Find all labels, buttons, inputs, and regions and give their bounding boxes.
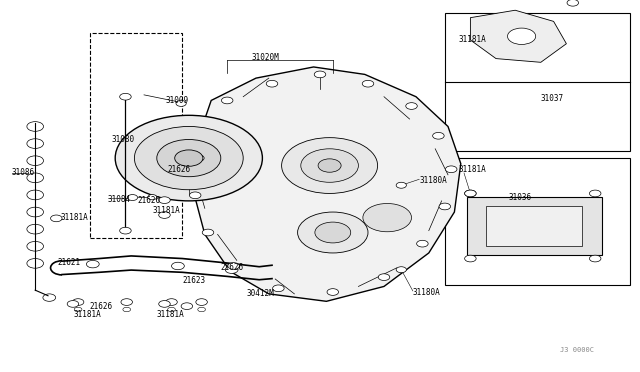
Circle shape (189, 192, 201, 199)
Circle shape (175, 150, 203, 166)
Text: 31020M: 31020M (252, 53, 280, 62)
Text: 31181A: 31181A (458, 35, 486, 44)
Circle shape (176, 100, 186, 106)
Circle shape (433, 132, 444, 139)
Text: 21623: 21623 (182, 276, 205, 285)
Circle shape (228, 263, 239, 269)
Circle shape (396, 182, 406, 188)
Circle shape (327, 289, 339, 295)
Circle shape (439, 203, 451, 210)
Circle shape (508, 28, 536, 45)
Circle shape (157, 140, 221, 177)
Polygon shape (470, 10, 566, 62)
Circle shape (266, 80, 278, 87)
Circle shape (127, 195, 138, 201)
Bar (486, 206, 582, 246)
Text: 31084: 31084 (108, 195, 131, 203)
Circle shape (589, 190, 601, 197)
Circle shape (465, 255, 476, 262)
Circle shape (315, 222, 351, 243)
Circle shape (148, 195, 157, 200)
Circle shape (396, 267, 406, 273)
Circle shape (193, 155, 204, 161)
Bar (445, 158, 630, 285)
Text: 21621: 21621 (58, 258, 81, 267)
Text: 31036: 31036 (509, 193, 532, 202)
Circle shape (166, 299, 177, 305)
Circle shape (225, 266, 238, 273)
Circle shape (159, 212, 170, 218)
Text: 21626: 21626 (138, 196, 161, 205)
Circle shape (465, 190, 476, 197)
Circle shape (121, 299, 132, 305)
Text: 31181A: 31181A (152, 206, 180, 215)
Text: 21626: 21626 (168, 165, 191, 174)
Circle shape (417, 240, 428, 247)
Circle shape (314, 71, 326, 78)
Circle shape (159, 197, 170, 203)
Bar (467, 197, 602, 255)
Text: 21626: 21626 (221, 263, 244, 272)
Circle shape (159, 301, 170, 307)
Circle shape (202, 229, 214, 236)
Circle shape (221, 97, 233, 104)
Polygon shape (192, 67, 461, 301)
Circle shape (298, 212, 368, 253)
Text: 31009: 31009 (165, 96, 188, 105)
Circle shape (172, 262, 184, 270)
Text: 31180A: 31180A (419, 176, 447, 185)
Circle shape (181, 303, 193, 310)
Text: 31086: 31086 (12, 169, 35, 177)
Circle shape (67, 301, 79, 307)
Circle shape (120, 227, 131, 234)
Text: 31037: 31037 (541, 94, 564, 103)
Text: 31080: 31080 (112, 135, 135, 144)
Text: 31181A: 31181A (157, 310, 184, 319)
Circle shape (301, 149, 358, 182)
Circle shape (282, 138, 378, 193)
Text: J3 0000C: J3 0000C (560, 347, 594, 353)
Text: 30412M: 30412M (246, 289, 274, 298)
Bar (90, 33, 182, 238)
Circle shape (115, 115, 262, 201)
Circle shape (465, 190, 476, 197)
Circle shape (318, 159, 341, 172)
Circle shape (406, 103, 417, 109)
Circle shape (134, 126, 243, 190)
Circle shape (196, 299, 207, 305)
Circle shape (120, 93, 131, 100)
Circle shape (86, 260, 99, 268)
Text: 31181A: 31181A (74, 310, 101, 319)
Bar (445, 13, 630, 151)
Circle shape (362, 80, 374, 87)
Circle shape (567, 0, 579, 6)
Circle shape (445, 166, 457, 173)
Text: 21626: 21626 (90, 302, 113, 311)
Circle shape (589, 255, 601, 262)
Circle shape (273, 285, 284, 292)
Circle shape (378, 274, 390, 280)
Circle shape (72, 299, 84, 305)
Circle shape (363, 203, 412, 232)
Text: 31181A: 31181A (61, 213, 88, 222)
Circle shape (51, 215, 62, 222)
Text: 31180A: 31180A (413, 288, 440, 296)
Text: 31181A: 31181A (458, 165, 486, 174)
